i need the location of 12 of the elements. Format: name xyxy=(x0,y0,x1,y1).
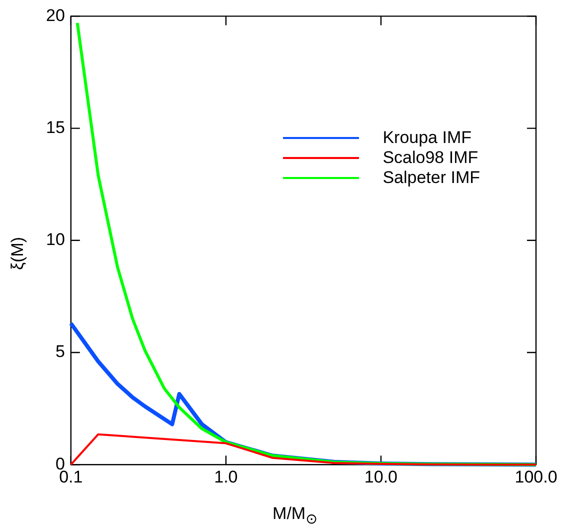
x-tick-label: 10.0 xyxy=(364,467,398,486)
y-tick-label: 5 xyxy=(55,342,65,362)
legend-label: Salpeter IMF xyxy=(382,168,480,188)
x-tick-label: 100.0 xyxy=(514,467,558,486)
y-tick-label: 20 xyxy=(46,6,65,25)
x-tick-label: 1.0 xyxy=(214,467,238,486)
legend-label: Scalo98 IMF xyxy=(382,148,478,168)
y-tick-label: 15 xyxy=(46,118,65,137)
x-axis-title: M/M$_{⊙}$ xyxy=(272,504,318,527)
y-axis-title: ξ(M) xyxy=(8,236,28,270)
y-tick-label: 10 xyxy=(46,230,65,250)
legend-label: Kroupa IMF xyxy=(382,128,472,148)
